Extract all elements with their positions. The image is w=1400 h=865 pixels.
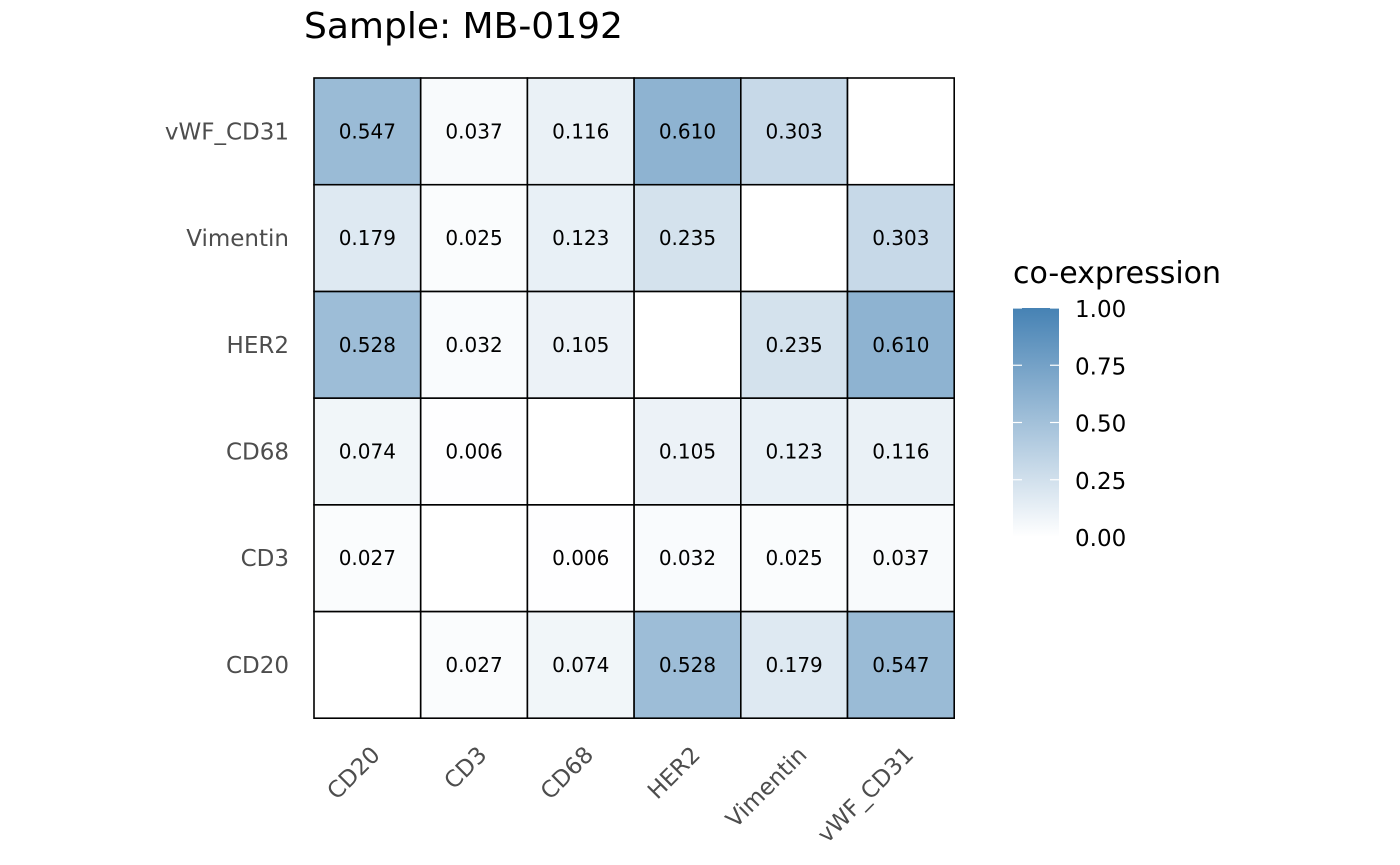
cell-value-label: 0.547 — [339, 119, 396, 143]
heatmap-cell — [419, 503, 529, 613]
cell-value-label: 0.179 — [339, 226, 396, 250]
cell-value-label: 0.235 — [659, 226, 716, 250]
x-tick-label: Vimentin — [721, 742, 812, 833]
heatmap-cell — [633, 290, 742, 399]
cell-value-label: 0.116 — [552, 119, 609, 143]
cell-value-label: 0.074 — [339, 439, 396, 463]
heatmap-cell — [526, 77, 635, 186]
y-tick-label: CD3 — [241, 546, 289, 572]
legend-tick-label: 0.50 — [1075, 412, 1126, 438]
x-tick-label: HER2 — [643, 742, 706, 805]
x-tick-label: CD3 — [440, 742, 493, 795]
heatmap-cell — [846, 183, 955, 293]
heatmap-cell — [419, 610, 529, 719]
heatmap-cell — [846, 290, 955, 399]
y-tick-label: Vimentin — [186, 226, 289, 252]
cell-value-label: 0.610 — [872, 333, 929, 357]
cell-value-label: 0.303 — [766, 119, 823, 143]
y-tick-label: vWF_CD31 — [165, 119, 289, 145]
x-axis-labels: CD20 CD3 CD68 HER2 Vimentin vWF_CD31 — [323, 742, 919, 848]
cell-value-label: 0.027 — [339, 546, 396, 570]
legend-tick-label: 1.00 — [1075, 297, 1126, 323]
cell-value-label: 0.027 — [445, 653, 502, 677]
x-tick-label: CD20 — [323, 742, 386, 805]
cell-value-label: 0.528 — [659, 653, 716, 677]
cell-value-label: 0.528 — [339, 333, 396, 357]
x-tick-label: CD68 — [536, 742, 599, 805]
y-tick-label: CD20 — [226, 653, 289, 679]
heatmap-cell — [526, 183, 635, 293]
heatmap-cell — [846, 610, 955, 719]
y-tick-label: HER2 — [227, 333, 289, 359]
heatmap-cell — [419, 77, 529, 186]
heatmap-cell — [526, 397, 635, 506]
heatmap-cell — [739, 397, 849, 506]
heatmap-cell — [739, 77, 849, 186]
heatmap-cell — [313, 77, 422, 186]
legend-tick-label: 0.00 — [1075, 526, 1126, 552]
cell-value-label: 0.179 — [766, 653, 823, 677]
cell-value-label: 0.235 — [766, 333, 823, 357]
cell-value-label: 0.547 — [872, 653, 929, 677]
cell-value-label: 0.303 — [872, 226, 929, 250]
cell-value-label: 0.116 — [872, 439, 929, 463]
legend-tick-label: 0.75 — [1075, 354, 1126, 380]
cell-value-label: 0.025 — [445, 226, 502, 250]
heatmap-cell — [313, 183, 422, 293]
heatmap-cell — [739, 183, 849, 293]
cell-value-label: 0.006 — [445, 439, 502, 463]
heatmap-cell — [526, 503, 635, 613]
y-axis-labels: CD20 CD3 CD68 HER2 Vimentin vWF_CD31 — [165, 119, 289, 679]
heatmap-cell — [633, 77, 742, 186]
heatmap-cell — [846, 397, 955, 506]
cell-value-label: 0.025 — [766, 546, 823, 570]
heatmap-cells: 0.027 0.074 0.528 0.179 0.547 0.027 0.006 0.032… — [313, 77, 955, 719]
cell-value-label: 0.037 — [872, 546, 929, 570]
cell-value-label: 0.123 — [766, 439, 823, 463]
heatmap-cell — [846, 77, 955, 186]
heatmap-cell — [313, 503, 422, 613]
cell-value-label: 0.006 — [552, 546, 609, 570]
heatmap-cell — [846, 503, 955, 613]
heatmap-cell — [313, 397, 422, 506]
cell-value-label: 0.123 — [552, 226, 609, 250]
heatmap-cell — [633, 397, 742, 506]
heatmap-cell — [419, 397, 529, 506]
cell-value-label: 0.032 — [445, 333, 502, 357]
heatmap-cell — [419, 290, 529, 399]
y-tick-label: CD68 — [226, 439, 289, 465]
cell-value-label: 0.074 — [552, 653, 609, 677]
cell-value-label: 0.032 — [659, 546, 716, 570]
cell-value-label: 0.037 — [445, 119, 502, 143]
cell-value-label: 0.610 — [659, 119, 716, 143]
cell-value-label: 0.105 — [552, 333, 609, 357]
legend-title: co-expression — [1013, 256, 1222, 291]
x-tick-label: vWF_CD31 — [813, 742, 919, 848]
heatmap-cell — [313, 610, 422, 719]
color-legend: 1.00 0.75 0.50 0.25 0.00 — [1013, 297, 1126, 552]
heatmap-cell — [739, 503, 849, 613]
legend-tick-label: 0.25 — [1075, 469, 1126, 495]
chart-title: Sample: MB-0192 — [304, 6, 623, 47]
cell-value-label: 0.105 — [659, 439, 716, 463]
heatmap-cell — [633, 503, 742, 613]
